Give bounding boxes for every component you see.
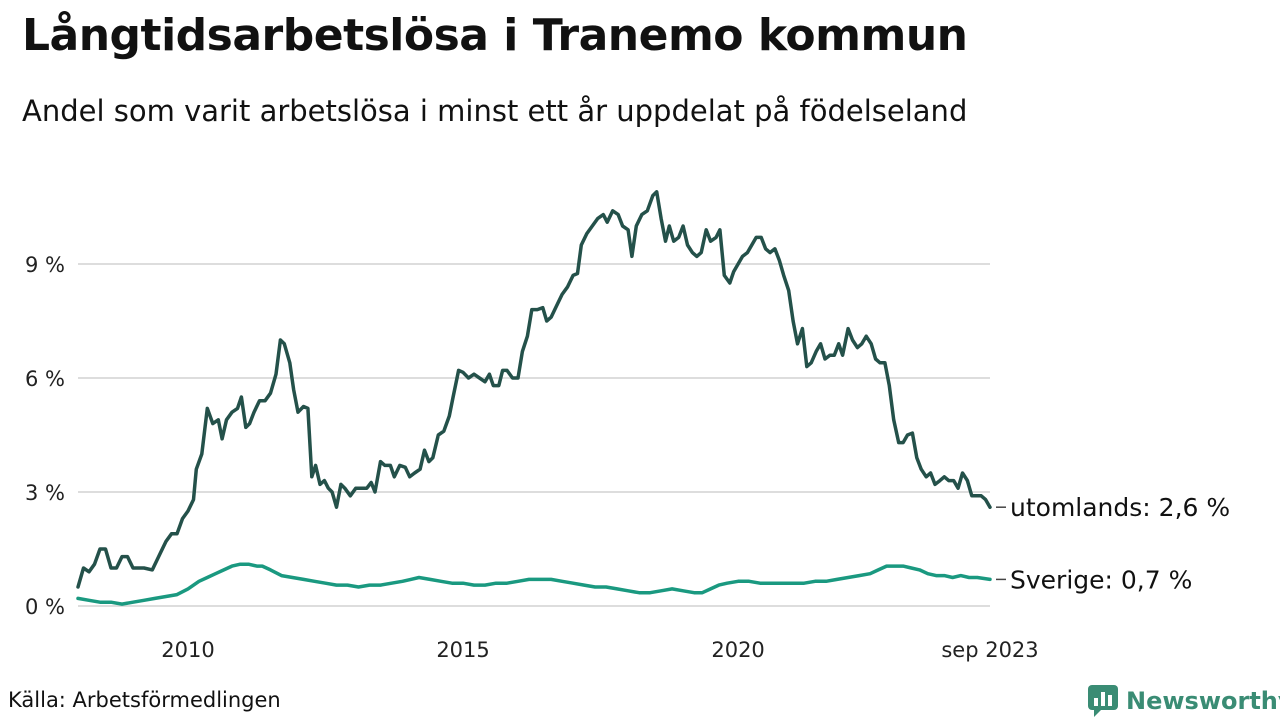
x-tick-label: 2010	[161, 638, 214, 662]
y-tick-label: 0 %	[25, 595, 65, 619]
end-label-sverige: Sverige: 0,7 %	[1010, 565, 1192, 594]
y-tick-label: 6 %	[25, 367, 65, 391]
series-line-sverige	[76, 562, 992, 606]
x-tick-label: sep 2023	[941, 638, 1038, 662]
source-note: Källa: Arbetsförmedlingen	[8, 688, 281, 712]
newsworthy-logo-icon	[1088, 685, 1118, 717]
chart-subtitle: Andel som varit arbetslösa i minst ett å…	[22, 94, 968, 128]
x-tick-label: 2015	[436, 638, 489, 662]
end-label-utomlands: utomlands: 2,6 %	[1010, 493, 1230, 522]
brand-name: Newsworthy	[1126, 687, 1280, 715]
y-tick-label: 3 %	[25, 481, 65, 505]
chart-title: Långtidsarbetslösa i Tranemo kommun	[22, 10, 968, 61]
x-tick-label: 2020	[711, 638, 764, 662]
series-line-utomlands	[76, 190, 992, 589]
brand-logo: Newsworthy	[1088, 684, 1280, 718]
y-tick-label: 9 %	[25, 253, 65, 277]
